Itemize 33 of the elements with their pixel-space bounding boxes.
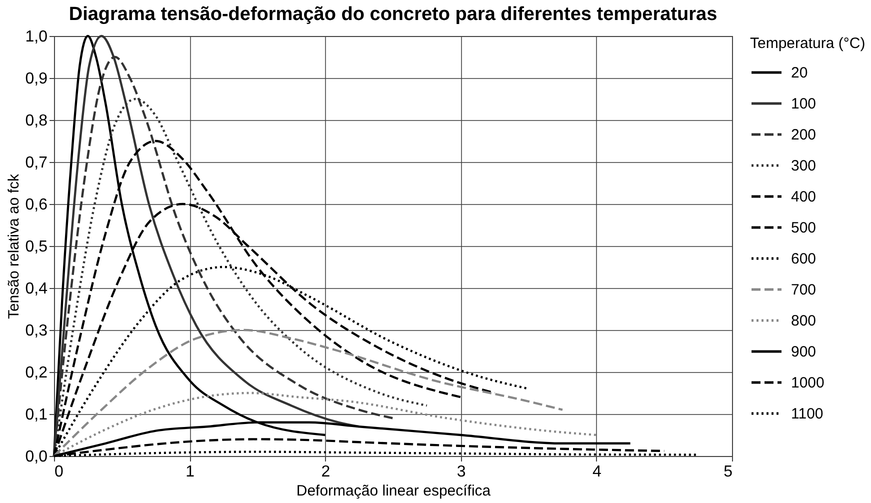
y-tick-label: 1,0 bbox=[25, 28, 48, 46]
y-tick-label: 0,2 bbox=[25, 364, 48, 382]
x-tick-label: 5 bbox=[724, 464, 733, 480]
legend-label: 700 bbox=[791, 282, 816, 298]
legend-label: 600 bbox=[791, 250, 816, 268]
x-tick-label: 0 bbox=[54, 464, 64, 480]
legend-label: 500 bbox=[791, 220, 816, 236]
y-tick-label: 0,8 bbox=[25, 112, 48, 130]
x-axis-title: Deformação linear específica bbox=[296, 482, 492, 500]
x-tick-label: 4 bbox=[592, 464, 602, 480]
chart-title: Diagrama tensão-deformação do concreto para diferentes temperaturas bbox=[68, 4, 718, 25]
y-tick-label: 0,4 bbox=[25, 280, 48, 298]
y-tick-label: 0,7 bbox=[25, 154, 48, 172]
x-tick-label: 1 bbox=[186, 464, 195, 480]
y-tick-label: 0,1 bbox=[25, 406, 48, 424]
legend-label: 800 bbox=[791, 312, 816, 330]
legend-label: 300 bbox=[791, 158, 816, 174]
y-tick-label: 0,3 bbox=[25, 322, 48, 340]
legend-label: 1100 bbox=[791, 406, 824, 422]
legend-label: 200 bbox=[791, 126, 816, 144]
legend-label: 900 bbox=[791, 344, 816, 360]
legend-label: 100 bbox=[791, 96, 816, 112]
legend-label: 400 bbox=[791, 188, 816, 206]
legend-label: 1000 bbox=[791, 374, 824, 392]
y-axis-title: Tensão relativa ao fck bbox=[5, 173, 22, 320]
y-tick-label: 0,5 bbox=[25, 238, 48, 256]
x-tick-label: 2 bbox=[321, 464, 330, 480]
y-tick-label: 0,6 bbox=[25, 196, 48, 214]
legend-label: 20 bbox=[791, 64, 808, 82]
y-tick-label: 0,0 bbox=[25, 448, 48, 466]
y-tick-label: 0,9 bbox=[25, 70, 48, 88]
legend-title: Temperatura (°C) bbox=[750, 35, 866, 52]
x-tick-label: 3 bbox=[456, 464, 466, 480]
